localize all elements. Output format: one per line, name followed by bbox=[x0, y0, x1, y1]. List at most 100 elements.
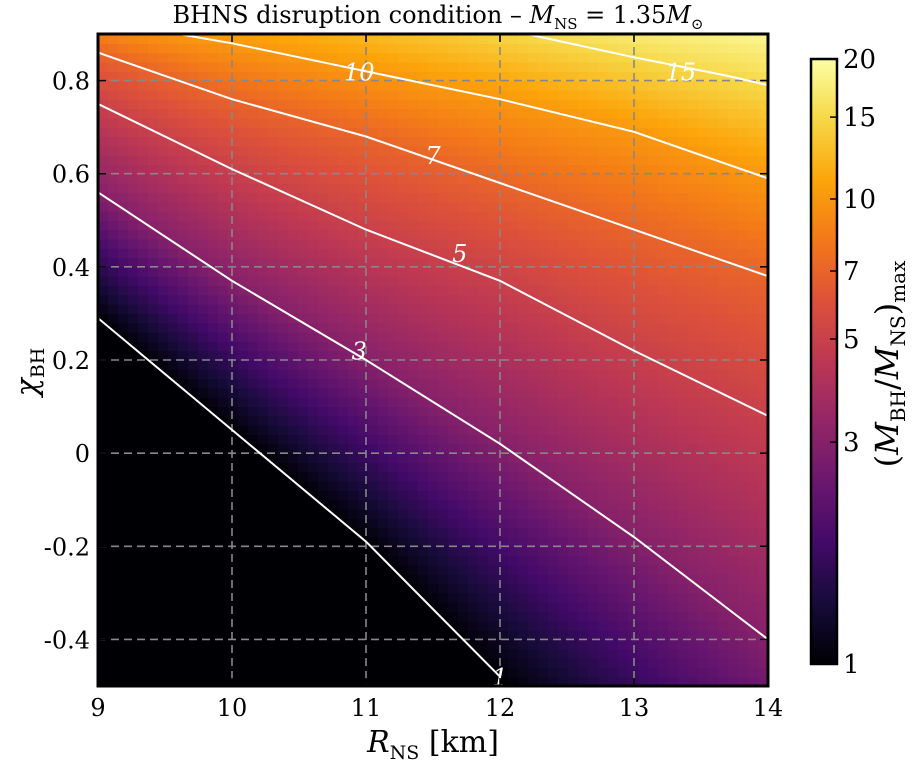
heatmap-cell bbox=[258, 546, 269, 557]
heatmap-cell bbox=[388, 574, 399, 585]
heatmap-cell bbox=[728, 434, 739, 445]
heatmap-cell bbox=[618, 490, 629, 501]
heatmap-cell bbox=[568, 238, 579, 249]
heatmap-cell bbox=[428, 136, 439, 147]
heatmap-cell bbox=[598, 583, 609, 594]
heatmap-cell bbox=[148, 397, 159, 408]
heatmap-cell bbox=[108, 611, 119, 622]
heatmap-cell bbox=[98, 248, 109, 259]
heatmap-cell bbox=[128, 397, 139, 408]
chart-title-sub: NS bbox=[554, 15, 577, 33]
heatmap-cell bbox=[178, 304, 189, 315]
heatmap-cell bbox=[298, 61, 309, 72]
heatmap-cell bbox=[438, 266, 449, 277]
heatmap-cell bbox=[108, 462, 119, 473]
heatmap-cell bbox=[748, 415, 759, 426]
heatmap-cell bbox=[658, 509, 669, 519]
heatmap-cell bbox=[348, 490, 359, 501]
heatmap-cell bbox=[258, 145, 269, 156]
heatmap-cell bbox=[318, 183, 329, 193]
heatmap-cell bbox=[238, 415, 249, 426]
heatmap-cell bbox=[658, 639, 669, 650]
heatmap-cell bbox=[298, 527, 309, 538]
heatmap-cell bbox=[678, 332, 689, 342]
heatmap-cell bbox=[498, 378, 509, 389]
heatmap-cell bbox=[648, 648, 659, 659]
heatmap-cell bbox=[708, 360, 719, 370]
heatmap-cell bbox=[378, 266, 389, 277]
heatmap-cell bbox=[578, 350, 589, 361]
heatmap-cell bbox=[98, 192, 109, 203]
heatmap-cell bbox=[348, 34, 359, 44]
heatmap-cell bbox=[758, 481, 768, 491]
heatmap-cell bbox=[578, 108, 589, 119]
heatmap-cell bbox=[508, 313, 519, 324]
heatmap-cell bbox=[458, 630, 469, 641]
heatmap-cell bbox=[438, 34, 449, 44]
heatmap-cell bbox=[558, 304, 569, 315]
heatmap-cell bbox=[108, 536, 119, 547]
heatmap-cell bbox=[418, 127, 429, 138]
heatmap-cell bbox=[118, 658, 129, 668]
heatmap-cell bbox=[438, 117, 449, 128]
heatmap-cell bbox=[238, 313, 249, 324]
heatmap-cell bbox=[368, 145, 379, 156]
heatmap-cell bbox=[398, 527, 409, 538]
heatmap-cell bbox=[268, 80, 279, 91]
heatmap-cell bbox=[258, 443, 269, 454]
heatmap-cell bbox=[608, 192, 619, 203]
heatmap-cell bbox=[498, 89, 509, 100]
heatmap-cell bbox=[588, 276, 599, 287]
heatmap-cell bbox=[218, 52, 229, 63]
heatmap-cell bbox=[388, 313, 399, 324]
heatmap-cell bbox=[368, 564, 379, 575]
heatmap-cell bbox=[168, 509, 179, 519]
heatmap-cell bbox=[378, 378, 389, 389]
heatmap-cell bbox=[658, 332, 669, 342]
heatmap-cell bbox=[558, 443, 569, 454]
heatmap-cell bbox=[278, 518, 289, 529]
heatmap-cell bbox=[198, 564, 209, 575]
heatmap-cell bbox=[278, 136, 289, 147]
heatmap-cell bbox=[288, 676, 299, 686]
heatmap-cell bbox=[548, 220, 559, 231]
heatmap-cell bbox=[398, 369, 409, 380]
heatmap-cell bbox=[228, 481, 239, 491]
heatmap-cell bbox=[748, 164, 759, 175]
heatmap-cell bbox=[148, 378, 159, 389]
heatmap-cell bbox=[378, 332, 389, 342]
heatmap-cell bbox=[208, 220, 219, 231]
heatmap-cell bbox=[338, 462, 349, 473]
heatmap-cell bbox=[538, 639, 549, 650]
heatmap-cell bbox=[138, 89, 149, 100]
heatmap-cell bbox=[348, 360, 359, 370]
heatmap-cell bbox=[618, 564, 629, 575]
heatmap-cell bbox=[488, 71, 499, 82]
heatmap-cell bbox=[318, 509, 329, 519]
heatmap-cell bbox=[598, 276, 609, 287]
heatmap-cell bbox=[738, 192, 749, 203]
heatmap-cell bbox=[178, 127, 189, 138]
heatmap-cell bbox=[648, 127, 659, 138]
heatmap-cell bbox=[338, 127, 349, 138]
heatmap-cell bbox=[408, 499, 419, 510]
heatmap-cell bbox=[758, 471, 768, 482]
heatmap-cell bbox=[288, 34, 299, 44]
heatmap-cell bbox=[428, 164, 439, 175]
heatmap-cell bbox=[408, 304, 419, 315]
heatmap-cell bbox=[318, 583, 329, 594]
heatmap-cell bbox=[458, 220, 469, 231]
heatmap-cell bbox=[178, 378, 189, 389]
heatmap-cell bbox=[478, 164, 489, 175]
heatmap-cell bbox=[98, 257, 109, 268]
heatmap-cell bbox=[738, 89, 749, 100]
contour-label-10: 10 bbox=[344, 58, 375, 86]
heatmap-cell bbox=[498, 369, 509, 380]
heatmap-cell bbox=[228, 71, 239, 82]
heatmap-cell bbox=[658, 369, 669, 380]
heatmap-cell bbox=[648, 536, 659, 547]
heatmap-cell bbox=[568, 304, 579, 315]
colorbar-gradient bbox=[811, 59, 837, 664]
heatmap-cell bbox=[248, 481, 259, 491]
heatmap-cell bbox=[758, 341, 768, 352]
